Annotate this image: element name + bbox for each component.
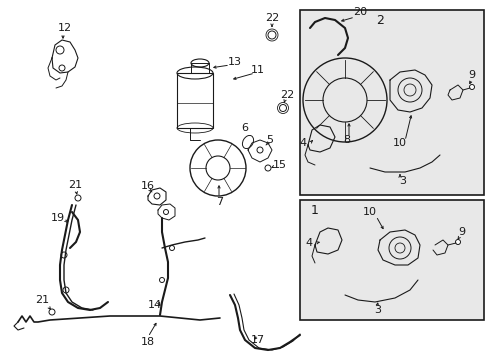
Text: 13: 13 (227, 57, 242, 67)
Text: 14: 14 (148, 300, 162, 310)
Text: 8: 8 (343, 135, 350, 145)
Text: 4: 4 (299, 138, 306, 148)
Text: 12: 12 (58, 23, 72, 33)
Text: 2: 2 (375, 13, 383, 27)
Bar (299, 10, 483, 195)
Circle shape (75, 195, 81, 201)
Circle shape (267, 31, 275, 39)
Bar (177, 73, 213, 128)
Circle shape (63, 287, 69, 293)
Text: 9: 9 (468, 70, 475, 80)
Text: 22: 22 (264, 13, 279, 23)
Text: 7: 7 (216, 197, 223, 207)
Text: 11: 11 (250, 65, 264, 75)
Circle shape (159, 278, 164, 283)
Text: 15: 15 (272, 160, 286, 170)
Text: 17: 17 (250, 335, 264, 345)
Bar (299, 200, 483, 320)
Text: 3: 3 (374, 305, 381, 315)
Text: 3: 3 (399, 176, 406, 186)
Circle shape (454, 239, 460, 244)
Circle shape (169, 246, 174, 251)
Circle shape (163, 210, 168, 215)
Text: 1: 1 (310, 204, 318, 217)
Text: 20: 20 (352, 7, 366, 17)
Circle shape (154, 193, 160, 199)
Circle shape (56, 46, 64, 54)
Text: 22: 22 (279, 90, 293, 100)
Text: 4: 4 (305, 238, 312, 248)
Circle shape (49, 309, 55, 315)
Text: 10: 10 (392, 138, 406, 148)
Text: 21: 21 (68, 180, 82, 190)
Circle shape (257, 147, 263, 153)
Text: 5: 5 (266, 135, 273, 145)
Text: 9: 9 (458, 227, 465, 237)
Circle shape (61, 252, 67, 258)
Text: 19: 19 (51, 213, 65, 223)
Text: 18: 18 (141, 337, 155, 347)
Text: 16: 16 (141, 181, 155, 191)
Text: 21: 21 (35, 295, 49, 305)
Circle shape (468, 85, 473, 90)
Text: 10: 10 (362, 207, 376, 217)
Circle shape (264, 165, 270, 171)
Circle shape (59, 65, 65, 71)
Text: 6: 6 (241, 123, 248, 133)
Circle shape (279, 104, 286, 112)
